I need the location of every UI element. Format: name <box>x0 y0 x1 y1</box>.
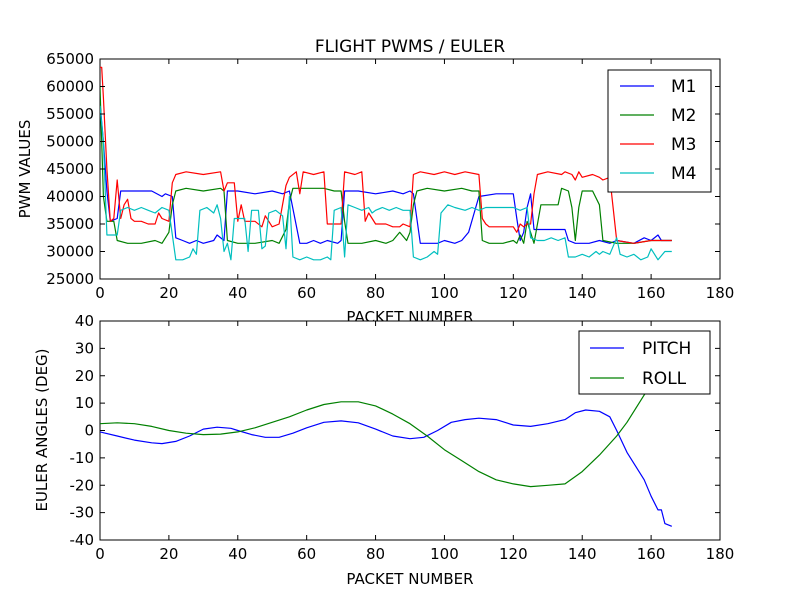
x-tick-label: 100 <box>430 284 459 302</box>
legend-label-m1: M1 <box>671 77 696 97</box>
y-tick-label: -40 <box>70 531 95 549</box>
euler-legend-box <box>578 330 711 395</box>
y-tick-label: 55000 <box>46 105 94 123</box>
euler-y-axis-label: EULER ANGLES (DEG) <box>33 348 51 511</box>
legend-label-m4: M4 <box>671 164 696 184</box>
x-tick-label: 100 <box>430 545 459 563</box>
series-line-m2 <box>100 86 672 244</box>
y-tick-label: 60000 <box>46 78 94 96</box>
euler-x-ticks: 0 20 40 60 80 100 120 140 160 180 <box>95 321 734 563</box>
x-tick-label: 80 <box>366 545 385 563</box>
y-tick-label: 35000 <box>46 215 94 233</box>
x-tick-label: 0 <box>95 545 105 563</box>
x-tick-label: 140 <box>568 545 597 563</box>
y-tick-label: 65000 <box>46 50 94 68</box>
legend-label-m3: M3 <box>671 135 696 155</box>
euler-series-group <box>100 386 673 527</box>
pwm-legend: M1 M2 M3 M4 <box>607 69 712 193</box>
x-tick-label: 60 <box>297 284 316 302</box>
y-tick-label: -30 <box>70 504 95 522</box>
pwm-y-axis-label: PWM VALUES <box>16 120 34 219</box>
pwm-legend-box <box>607 69 712 193</box>
pwm-x-ticks: 0 20 40 60 80 100 120 140 160 180 <box>95 59 734 302</box>
series-line-pitch <box>100 409 673 527</box>
x-tick-label: 180 <box>706 284 735 302</box>
series-line-m1 <box>100 102 672 244</box>
x-tick-label: 180 <box>706 545 735 563</box>
y-tick-label: -20 <box>70 476 95 494</box>
legend-label-pitch: PITCH <box>642 339 691 359</box>
series-line-m3 <box>100 66 672 244</box>
y-tick-label: 30 <box>75 339 94 357</box>
legend-label-roll: ROLL <box>642 369 687 389</box>
series-line-roll <box>100 386 652 488</box>
pwm-axes: FLIGHT PWMS / EULER 0 20 40 60 80 100 120 140 16… <box>16 37 734 326</box>
x-tick-label: 160 <box>637 545 666 563</box>
euler-legend: PITCH ROLL <box>578 330 711 395</box>
pwm-series-group <box>100 66 672 261</box>
y-tick-label: 45000 <box>46 160 94 178</box>
y-tick-label: 40 <box>75 312 94 330</box>
x-tick-label: 20 <box>159 284 178 302</box>
x-tick-label: 80 <box>366 284 385 302</box>
y-tick-label: 10 <box>75 394 94 412</box>
euler-axes: 0 20 40 60 80 100 120 140 160 180 -40 -30 -20 -10 0 10… <box>33 312 734 588</box>
pwm-y-ticks: 25000 30000 35000 40000 45000 50000 55000 60000… <box>46 50 720 288</box>
euler-y-ticks: -40 -30 -20 -10 0 10 20 30 40 <box>70 312 720 549</box>
x-tick-label: 40 <box>228 284 247 302</box>
x-tick-label: 40 <box>228 545 247 563</box>
x-tick-label: 120 <box>499 284 528 302</box>
y-tick-label: 0 <box>84 422 94 440</box>
euler-x-axis-label: PACKET NUMBER <box>346 570 473 588</box>
x-tick-label: 0 <box>95 284 105 302</box>
y-tick-label: 30000 <box>46 243 94 261</box>
x-tick-label: 20 <box>159 545 178 563</box>
y-tick-label: 50000 <box>46 133 94 151</box>
pwm-chart-title: FLIGHT PWMS / EULER <box>315 37 505 57</box>
x-tick-label: 120 <box>499 545 528 563</box>
x-tick-label: 160 <box>637 284 666 302</box>
series-line-m4 <box>100 105 672 261</box>
y-tick-label: -10 <box>70 449 95 467</box>
x-tick-label: 60 <box>297 545 316 563</box>
y-tick-label: 20 <box>75 367 94 385</box>
legend-label-m2: M2 <box>671 106 696 126</box>
x-tick-label: 140 <box>568 284 597 302</box>
y-tick-label: 40000 <box>46 188 94 206</box>
y-tick-label: 25000 <box>46 270 94 288</box>
